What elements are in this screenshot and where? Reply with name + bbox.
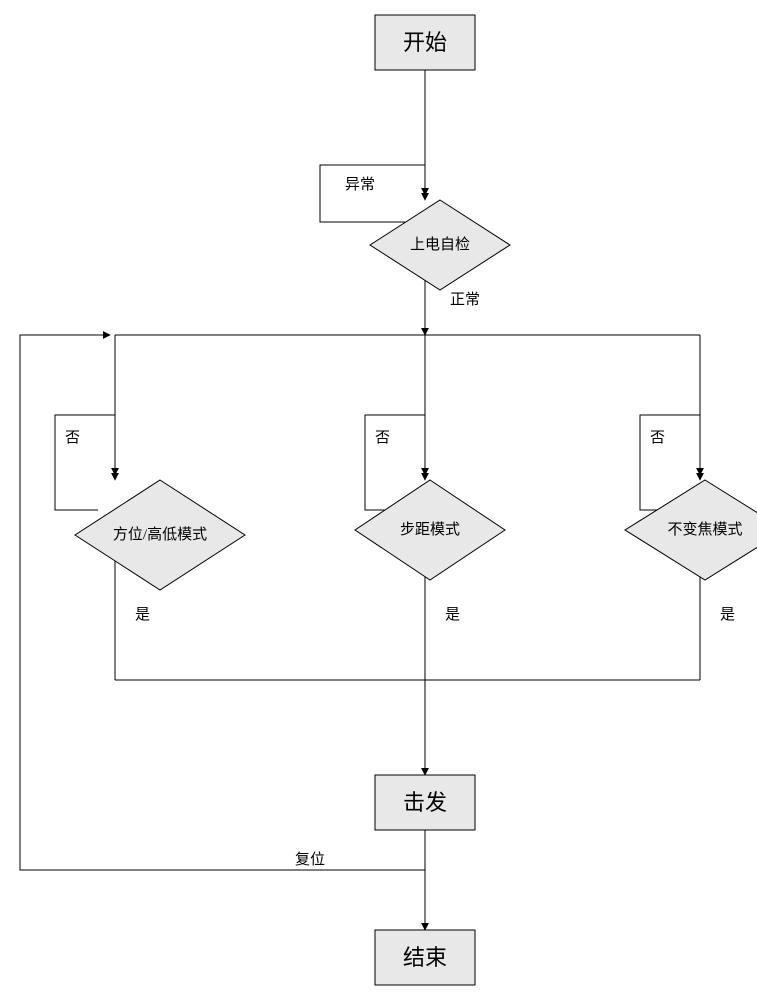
flow-edge [320,165,425,222]
edge-label: 否 [65,430,80,446]
node-selftest-label: 上电自检 [410,236,470,253]
nodes-layer: 开始上电自检方位/高低模式 步距模式 不变焦模式击发结束 [75,15,757,985]
node-mode1-label: 方位/高低模式 [113,526,207,543]
node-end-label: 结束 [403,945,447,970]
edge-label: 是 [720,607,735,623]
edge-label: 是 [445,607,460,623]
edge-label: 正常 [450,291,480,308]
edge-label: 复位 [295,850,325,868]
node-mode2-label: 步距模式 [400,521,460,538]
flow-edge [55,415,115,510]
edge-label: 异常 [345,176,375,193]
edge-label: 否 [375,430,390,446]
node-fire-label: 击发 [403,790,447,815]
node-start-label: 开始 [403,30,447,55]
edge-label: 否 [650,430,665,446]
edge-label: 是 [135,607,150,623]
node-mode3-label: 不变焦模式 [667,521,742,538]
